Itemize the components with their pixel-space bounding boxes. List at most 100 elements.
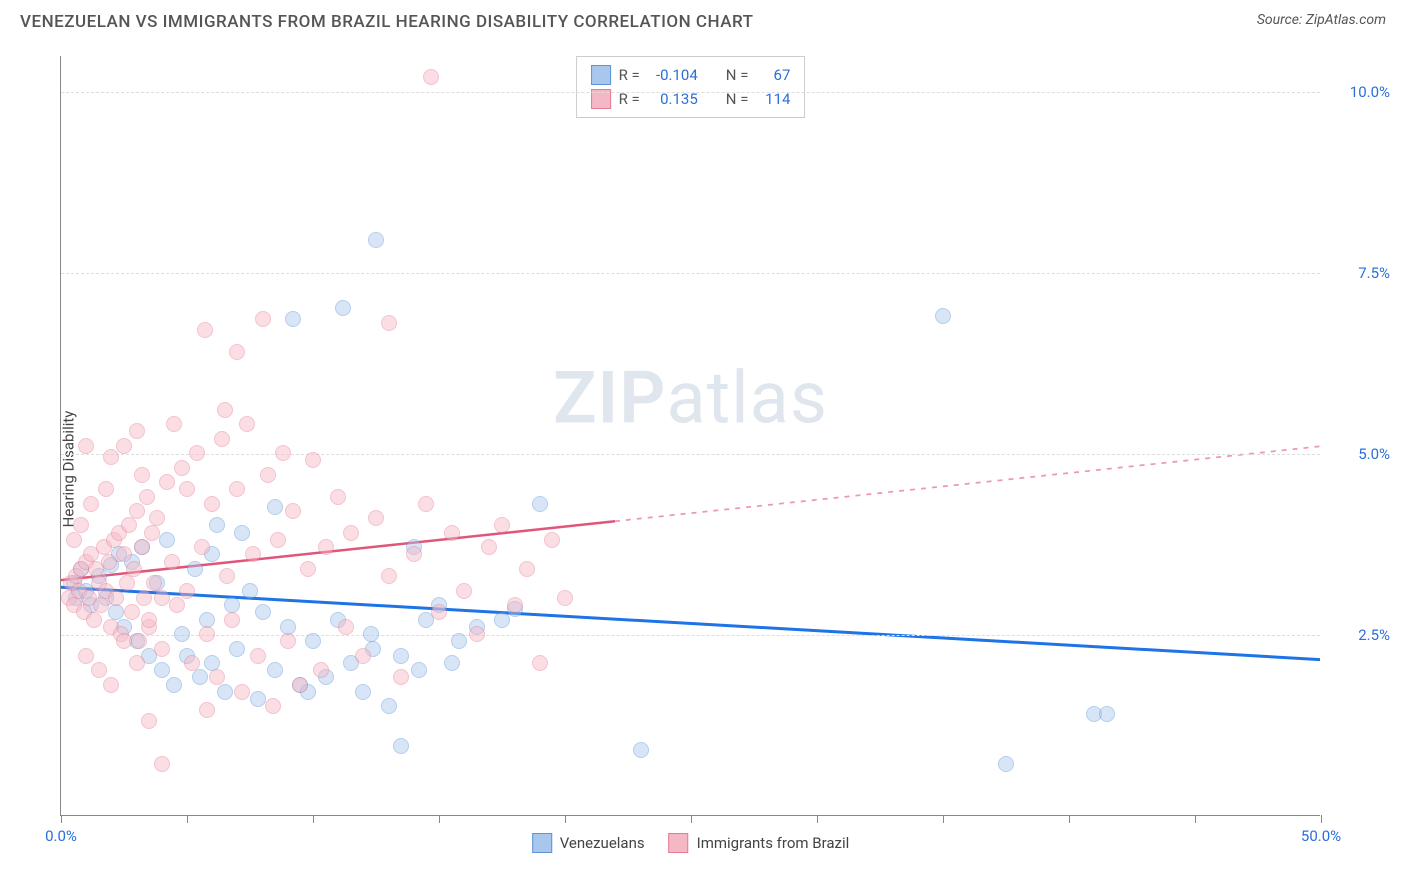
legend-label: Immigrants from Brazil bbox=[697, 834, 850, 852]
scatter-point bbox=[154, 662, 170, 678]
scatter-point bbox=[544, 532, 560, 548]
scatter-point bbox=[144, 525, 160, 541]
scatter-point bbox=[393, 669, 409, 685]
scatter-point bbox=[192, 669, 208, 685]
scatter-point bbox=[305, 452, 321, 468]
scatter-point bbox=[313, 662, 329, 678]
scatter-point bbox=[229, 481, 245, 497]
scatter-point bbox=[519, 561, 535, 577]
y-tick-label: 10.0% bbox=[1330, 83, 1390, 101]
x-tick bbox=[691, 815, 692, 823]
scatter-point bbox=[456, 583, 472, 599]
x-tick bbox=[1195, 815, 1196, 823]
scatter-point bbox=[179, 583, 195, 599]
scatter-point bbox=[381, 698, 397, 714]
chart-title: VENEZUELAN VS IMMIGRANTS FROM BRAZIL HEA… bbox=[20, 12, 753, 32]
x-tick bbox=[1321, 815, 1322, 823]
scatter-point bbox=[209, 517, 225, 533]
scatter-point bbox=[169, 597, 185, 613]
scatter-point bbox=[239, 416, 255, 432]
n-label: N = bbox=[726, 87, 749, 111]
source-attribution: Source: ZipAtlas.com bbox=[1257, 12, 1386, 28]
scatter-point bbox=[280, 633, 296, 649]
scatter-point bbox=[406, 546, 422, 562]
gridline-h bbox=[61, 92, 1320, 93]
scatter-point bbox=[338, 619, 354, 635]
scatter-point bbox=[199, 626, 215, 642]
scatter-point bbox=[275, 445, 291, 461]
scatter-point bbox=[179, 481, 195, 497]
correlation-row: R = 0.135 N = 114 bbox=[591, 87, 791, 111]
scatter-point bbox=[229, 344, 245, 360]
scatter-point bbox=[355, 684, 371, 700]
y-tick-label: 7.5% bbox=[1330, 264, 1390, 282]
scatter-point bbox=[129, 655, 145, 671]
scatter-point bbox=[131, 633, 147, 649]
chart-header: VENEZUELAN VS IMMIGRANTS FROM BRAZIL HEA… bbox=[0, 0, 1406, 40]
scatter-point bbox=[78, 648, 94, 664]
legend-swatch bbox=[591, 65, 611, 85]
scatter-point bbox=[174, 460, 190, 476]
scatter-point bbox=[129, 423, 145, 439]
scatter-point bbox=[134, 539, 150, 555]
scatter-point bbox=[444, 655, 460, 671]
scatter-point bbox=[164, 554, 180, 570]
scatter-point bbox=[255, 311, 271, 327]
legend-label: Venezuelans bbox=[560, 834, 645, 852]
gridline-h bbox=[61, 454, 1320, 455]
scatter-point bbox=[159, 532, 175, 548]
scatter-point bbox=[121, 517, 137, 533]
scatter-point bbox=[481, 539, 497, 555]
scatter-point bbox=[393, 648, 409, 664]
correlation-row: R =-0.104N =67 bbox=[591, 63, 791, 87]
scatter-point bbox=[532, 655, 548, 671]
n-value: 67 bbox=[756, 63, 790, 87]
scatter-point bbox=[116, 633, 132, 649]
scatter-point bbox=[103, 677, 119, 693]
n-value: 114 bbox=[756, 87, 790, 111]
scatter-point bbox=[998, 756, 1014, 772]
scatter-point bbox=[187, 561, 203, 577]
scatter-point bbox=[423, 69, 439, 85]
scatter-point bbox=[219, 568, 235, 584]
x-tick-label: 50.0% bbox=[1301, 827, 1341, 845]
x-tick bbox=[313, 815, 314, 823]
scatter-point bbox=[255, 604, 271, 620]
scatter-point bbox=[418, 496, 434, 512]
x-tick bbox=[1069, 815, 1070, 823]
scatter-point bbox=[305, 633, 321, 649]
scatter-point bbox=[116, 438, 132, 454]
scatter-point bbox=[119, 575, 135, 591]
r-value: 0.135 bbox=[648, 87, 698, 111]
watermark: ZIPatlas bbox=[553, 355, 828, 440]
scatter-point bbox=[285, 311, 301, 327]
scatter-point bbox=[129, 503, 145, 519]
scatter-point bbox=[330, 489, 346, 505]
r-value: -0.104 bbox=[648, 63, 698, 87]
scatter-point bbox=[86, 612, 102, 628]
scatter-point bbox=[214, 431, 230, 447]
x-tick bbox=[943, 815, 944, 823]
legend-swatch bbox=[532, 833, 552, 853]
r-label: R = bbox=[619, 87, 640, 111]
scatter-point bbox=[199, 702, 215, 718]
scatter-point bbox=[381, 315, 397, 331]
scatter-point bbox=[532, 496, 548, 512]
x-tick bbox=[187, 815, 188, 823]
n-label: N = bbox=[726, 63, 749, 87]
scatter-point bbox=[66, 532, 82, 548]
scatter-point bbox=[136, 590, 152, 606]
scatter-point bbox=[507, 597, 523, 613]
watermark-zip: ZIP bbox=[553, 355, 666, 440]
scatter-point bbox=[250, 648, 266, 664]
scatter-point bbox=[204, 496, 220, 512]
gridline-h bbox=[61, 273, 1320, 274]
scatter-point bbox=[363, 626, 379, 642]
scatter-point bbox=[368, 232, 384, 248]
scatter-point bbox=[154, 590, 170, 606]
scatter-point bbox=[267, 662, 283, 678]
gridline-h bbox=[61, 635, 1320, 636]
chart-area: Hearing Disability ZIPatlas R =-0.104N =… bbox=[0, 46, 1406, 892]
scatter-point bbox=[245, 546, 261, 562]
scatter-point bbox=[116, 546, 132, 562]
